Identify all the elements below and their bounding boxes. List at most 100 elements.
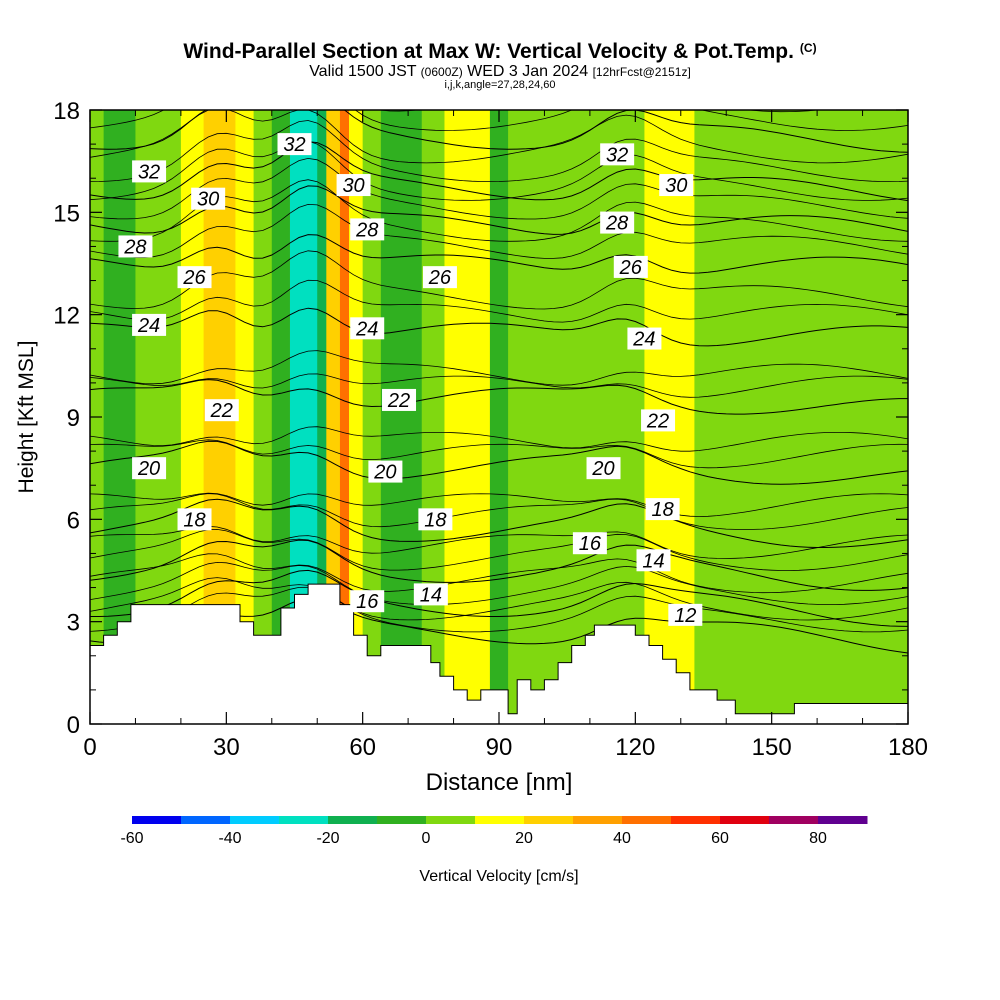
contour-label-text: 16 [579,533,602,555]
isentrope-line [90,492,908,517]
isentrope-line [90,577,908,621]
contour-label-bg [572,532,607,555]
velocity-band [158,110,182,724]
velocity-band [339,110,350,724]
contour-label-bg [613,255,648,278]
contour-label-text: 26 [428,267,452,289]
contour-label: 32 [600,143,635,166]
x-tick-label: 120 [615,734,655,761]
isentrope-line [90,528,908,571]
contour-label: 24 [132,313,167,337]
velocity-band [253,110,273,724]
velocity-band [871,110,891,724]
contour-label-text: 28 [355,219,378,241]
colorbar-swatch [426,816,476,824]
contour-label-text: 14 [420,584,442,606]
contour-label-bg [645,498,680,521]
colorbar-swatch [671,816,721,824]
contour-label: 24 [350,317,385,340]
contour-label-bg [191,187,226,210]
isentrope-line [90,440,908,485]
contour-label-bg [627,327,662,350]
velocity-band [421,110,446,724]
contour-label-bg [336,174,371,197]
velocity-band [671,110,696,724]
colorbar-swatch [622,816,672,824]
terrain [90,583,908,724]
x-tick-label: 90 [486,734,513,761]
contour-label-text: 28 [605,213,628,235]
contour-label-bg [668,603,703,626]
x-axis-label: Distance [nm] [426,769,573,796]
contour-label: 22 [382,388,417,412]
isentrope-line [90,179,908,242]
contour-label-text: 26 [182,267,206,289]
contour-label-text: 20 [591,458,614,480]
contour-label: 20 [586,457,621,480]
isentrope-line [90,140,908,201]
velocity-band [403,110,423,724]
contour-label-text: 12 [674,605,696,627]
contour-label-text: 16 [356,591,379,613]
contour-label-bg [422,266,457,289]
x-tick-label: 60 [349,734,376,761]
contour-label-bg [586,457,621,480]
colorbar-swatch [573,816,623,824]
colorbar-label: Vertical Velocity [cm/s] [419,868,578,885]
isentrope-line [90,110,908,131]
forecast-info: [12hrFcst@2151z] [592,65,691,79]
colorbar: -60 -40 -20 0 20 40 60 80 [120,816,868,847]
contour-label-bg [636,549,671,572]
x-tick-label: 180 [888,734,928,761]
contour-label-text: 18 [183,509,205,531]
contour-label-bg [177,508,212,531]
isentrope-line [90,279,908,323]
contour-label-bg [659,174,694,197]
colorbar-swatch [720,816,770,824]
velocity-band [489,110,509,724]
colorbar-swatch [818,816,868,824]
y-tick-label: 3 [67,610,80,637]
valid-time-utc: (0600Z) [420,65,463,79]
valid-date: WED 3 Jan 2024 [467,63,589,80]
contour-label-bg [413,583,448,606]
isentrope-line [90,561,908,606]
isentrope-line [90,426,908,452]
contour-label: 32 [277,133,312,156]
contour-label-text: 18 [424,509,446,531]
isentrope-line [90,110,908,164]
isentrope-line [90,234,908,274]
contour-label: 18 [418,508,453,531]
isentrope-line [90,250,908,310]
colorbar-tick-label: 60 [711,830,729,847]
isentrope-line [90,157,908,220]
y-tick-label: 15 [53,200,80,227]
contour-label-text: 14 [642,550,664,572]
colorbar-swatch [328,816,378,824]
contour-label-bg [350,218,385,241]
isentrope-line [90,539,908,591]
contour-label-bg [177,266,212,289]
contour-label: 22 [204,399,239,422]
contour-label: 14 [636,549,671,572]
colorbar-tick-label: -20 [316,830,339,847]
contour-label-text: 32 [606,144,628,166]
contour-label: 32 [132,160,167,183]
velocity-band [530,110,555,724]
x-tick-label: 150 [752,734,792,761]
contour-label: 26 [177,266,212,289]
contour-label-bg [132,160,167,183]
y-axis-label: Height [Kft MSL] [15,341,38,494]
contour-label: 16 [572,532,607,555]
contour-label: 26 [613,255,648,279]
chart-title-block: Wind-Parallel Section at Max W: Vertical… [0,36,1000,91]
contour-label-text: 24 [632,329,655,351]
colorbar-swatch [132,816,182,824]
potential-temperature-contours [90,110,908,654]
velocity-band [362,110,382,724]
y-tick-label: 6 [67,507,80,534]
colorbar-swatch [279,816,329,824]
velocity-band [380,110,405,724]
isentrope-line [90,498,908,548]
